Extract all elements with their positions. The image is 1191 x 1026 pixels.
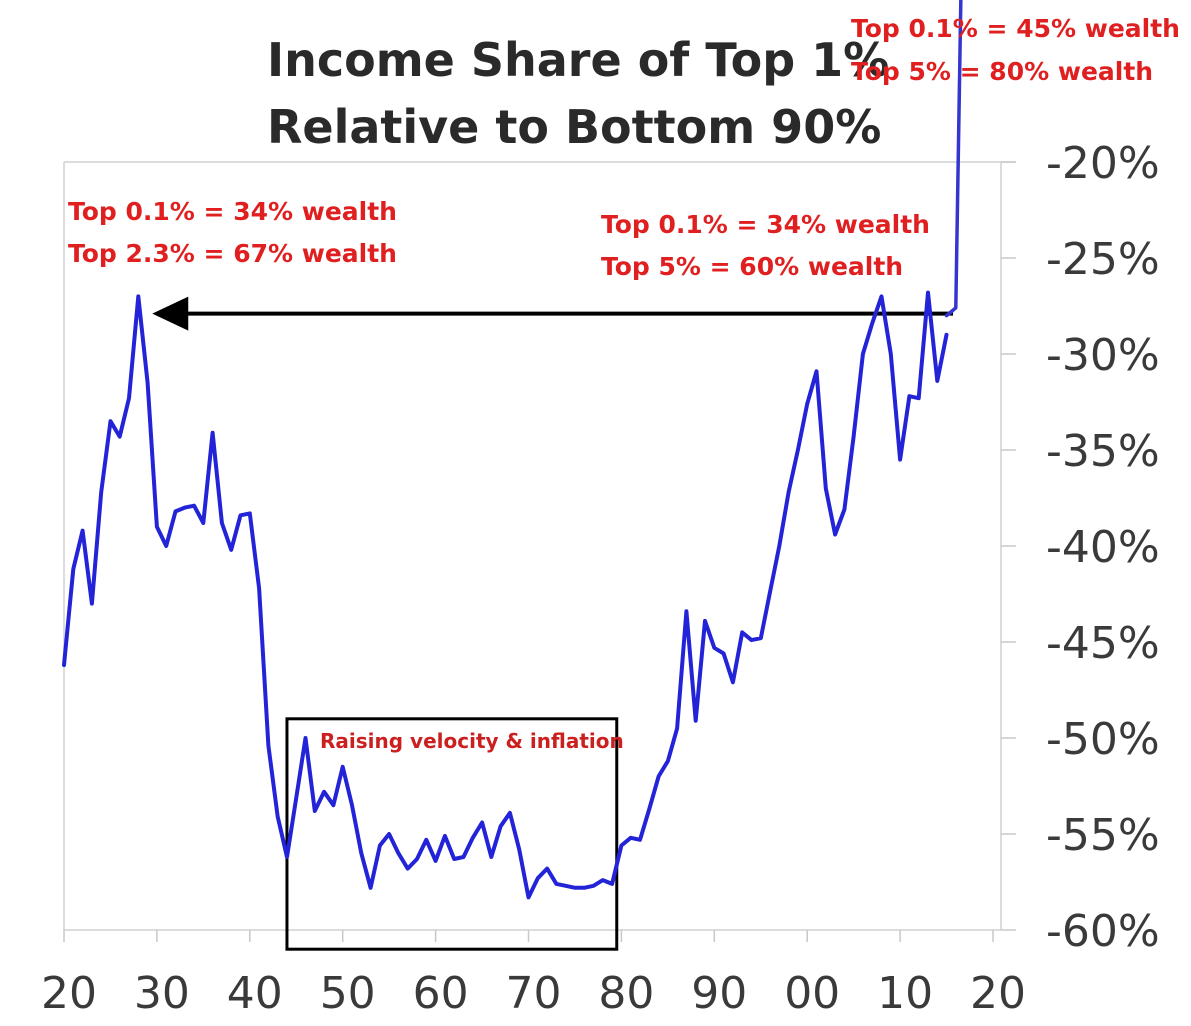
- arrow-head: [152, 296, 189, 331]
- y-tick-label: -35%: [1046, 426, 1160, 477]
- x-tick-label: 10: [877, 968, 933, 1019]
- x-tick-label: 20: [41, 968, 97, 1019]
- annotation-1928-line-1: Top 0.1% = 34% wealth: [68, 197, 397, 226]
- x-axis-ticks: 20 30 40 50 60 70 80 90 00 10 20: [41, 930, 1026, 1019]
- x-tick-label: 80: [598, 968, 654, 1019]
- x-tick-label: 20: [970, 968, 1026, 1019]
- annotation-top-right-line-2: Top 5% = 80% wealth: [851, 57, 1153, 86]
- series-line-0: [62, 290, 949, 900]
- chart-title-line-1: Income Share of Top 1%: [267, 33, 889, 87]
- highlight-box: [285, 717, 619, 951]
- y-tick-label: -45%: [1046, 618, 1160, 669]
- y-tick-label: -20%: [1046, 138, 1160, 189]
- x-tick-label: 00: [784, 968, 840, 1019]
- x-tick-label: 30: [134, 968, 190, 1019]
- x-tick-label: 60: [413, 968, 469, 1019]
- y-tick-label: -40%: [1046, 522, 1160, 573]
- y-axis-ticks: -20% -25% -30% -35% -40% -45% -50% -55% -60%: [1001, 138, 1160, 957]
- y-tick-label: -30%: [1046, 330, 1160, 381]
- annotation-2007-line-2: Top 5% = 60% wealth: [601, 252, 903, 281]
- y-tick-label: -60%: [1046, 906, 1160, 957]
- annotation-raising-velocity: Raising velocity & inflation: [320, 729, 624, 753]
- x-tick-label: 70: [506, 968, 562, 1019]
- x-tick-label: 50: [320, 968, 376, 1019]
- x-tick-label: 90: [691, 968, 747, 1019]
- y-tick-label: -50%: [1046, 714, 1160, 765]
- arrow: [152, 296, 954, 331]
- series-line-1: [944, 0, 963, 318]
- y-tick-label: -55%: [1046, 810, 1160, 861]
- x-tick-label: 40: [227, 968, 283, 1019]
- series-group: [62, 0, 963, 900]
- annotation-2007-line-1: Top 0.1% = 34% wealth: [601, 210, 930, 239]
- annotation-top-right-line-1: Top 0.1% = 45% wealth: [851, 14, 1180, 43]
- annotation-1928-line-2: Top 2.3% = 67% wealth: [68, 239, 397, 268]
- y-tick-label: -25%: [1046, 234, 1160, 285]
- chart-title-line-2: Relative to Bottom 90%: [267, 100, 881, 154]
